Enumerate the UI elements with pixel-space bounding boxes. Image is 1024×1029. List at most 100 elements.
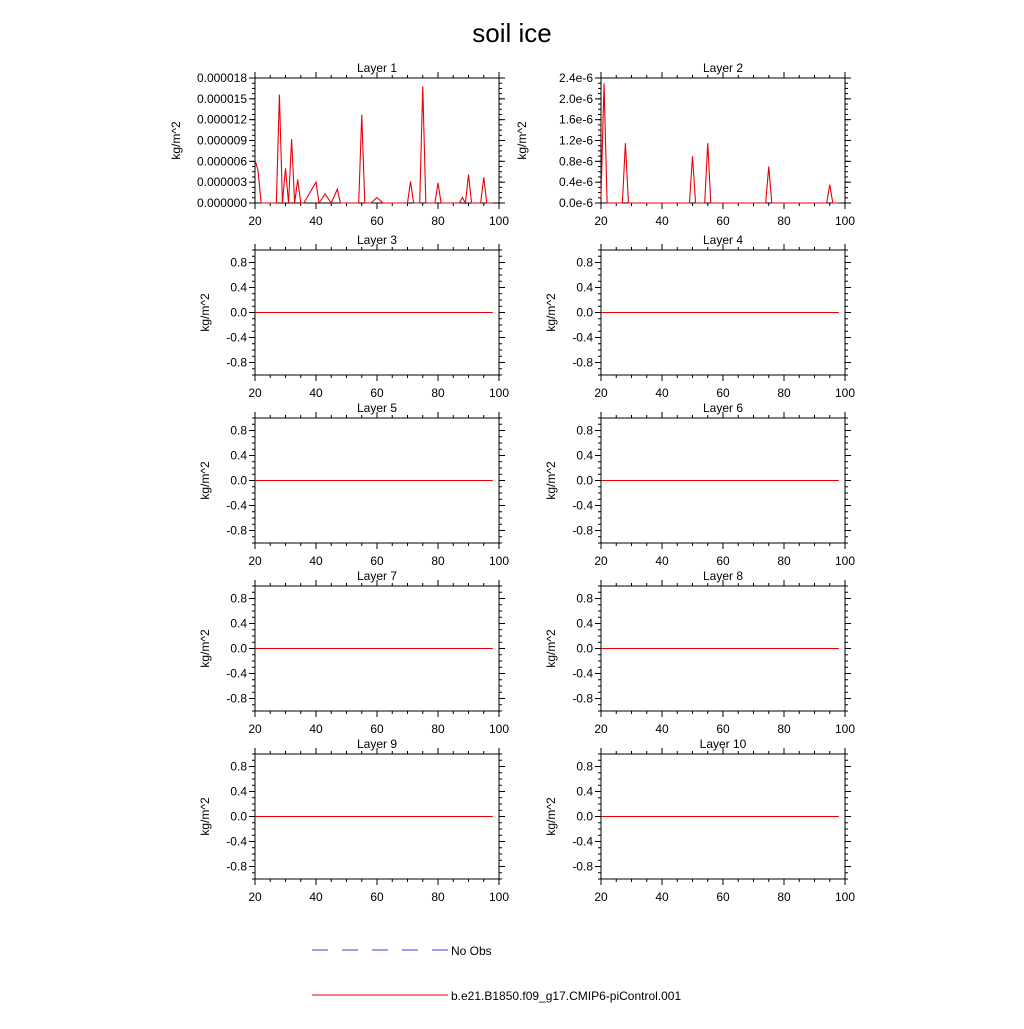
y-axis-label: kg/m^2 (198, 797, 212, 836)
panel-7: Layer 7 20 40 60 80 100 -0.8 -0.4 0.0 0.4 0.8 kg/m^… (198, 569, 509, 736)
x-tick-label: 40 (655, 890, 669, 904)
x-tick-label: 60 (370, 214, 384, 228)
x-tick-label: 20 (594, 386, 608, 400)
y-tick-label: 0.0 (576, 306, 593, 320)
y-tick-label: 0.8e-6 (559, 154, 593, 168)
y-tick-label: 0.0e-6 (559, 196, 593, 210)
x-tick-label: 100 (835, 386, 855, 400)
y-axis-label: kg/m^2 (198, 293, 212, 332)
x-tick-label: 60 (370, 554, 384, 568)
x-tick-label: 40 (309, 722, 323, 736)
x-tick-label: 40 (655, 554, 669, 568)
y-tick-label: 0.0 (230, 474, 247, 488)
y-tick-label: -0.4 (572, 835, 593, 849)
x-tick-label: 20 (594, 214, 608, 228)
y-tick-label: -0.8 (572, 356, 593, 370)
x-tick-label: 60 (716, 554, 730, 568)
x-tick-label: 80 (431, 722, 445, 736)
y-tick-label: -0.4 (226, 667, 247, 681)
x-tick-label: 100 (489, 554, 509, 568)
x-tick-label: 60 (370, 386, 384, 400)
y-tick-label: 0.8 (576, 424, 593, 438)
y-tick-label: 0.4 (230, 785, 247, 799)
y-axis-label: kg/m^2 (544, 293, 558, 332)
y-tick-label: -0.8 (572, 692, 593, 706)
x-tick-label: 60 (716, 214, 730, 228)
y-tick-label: 0.0 (230, 642, 247, 656)
x-tick-label: 80 (777, 890, 791, 904)
x-tick-label: 20 (248, 722, 262, 736)
y-axis-label: kg/m^2 (515, 121, 529, 160)
panel-4: Layer 4 20 40 60 80 100 -0.8 -0.4 0.0 0.4 0.8 kg/m^… (544, 233, 855, 400)
y-tick-label: -0.4 (572, 331, 593, 345)
x-tick-label: 80 (777, 214, 791, 228)
x-tick-label: 100 (489, 214, 509, 228)
y-tick-label: 0.0 (230, 306, 247, 320)
x-tick-label: 60 (716, 722, 730, 736)
y-tick-label: 0.8 (230, 760, 247, 774)
y-tick-label: 0.8 (230, 592, 247, 606)
y-axis-label: kg/m^2 (544, 797, 558, 836)
x-tick-label: 100 (835, 890, 855, 904)
panel-title: Layer 2 (703, 61, 743, 75)
y-tick-label: -0.4 (226, 499, 247, 513)
y-tick-label: -0.8 (572, 524, 593, 538)
y-tick-label: -0.8 (226, 356, 247, 370)
y-axis-label: kg/m^2 (198, 461, 212, 500)
y-tick-label: -0.4 (226, 331, 247, 345)
y-tick-label: 0.000012 (197, 113, 247, 127)
y-tick-label: 0.000015 (197, 92, 247, 106)
y-axis-label: kg/m^2 (544, 461, 558, 500)
x-tick-label: 100 (835, 214, 855, 228)
y-tick-label: 0.4 (230, 617, 247, 631)
legend-obs-label: No Obs (451, 944, 492, 958)
x-tick-label: 40 (309, 214, 323, 228)
x-tick-label: 100 (489, 722, 509, 736)
y-tick-label: -0.4 (226, 835, 247, 849)
x-tick-label: 60 (716, 890, 730, 904)
y-tick-label: -0.8 (572, 860, 593, 874)
x-tick-label: 20 (248, 386, 262, 400)
x-tick-label: 20 (248, 554, 262, 568)
x-tick-label: 40 (655, 722, 669, 736)
x-tick-label: 20 (248, 214, 262, 228)
x-tick-label: 60 (370, 722, 384, 736)
panel-8: Layer 8 20 40 60 80 100 -0.8 -0.4 0.0 0.4 0.8 kg/m^… (544, 569, 855, 736)
y-tick-label: 0.0 (576, 642, 593, 656)
y-axis-label: kg/m^2 (169, 121, 183, 160)
x-tick-label: 80 (777, 554, 791, 568)
x-tick-label: 20 (594, 890, 608, 904)
y-tick-label: 2.4e-6 (559, 71, 593, 85)
panel-title: Layer 10 (700, 737, 747, 751)
x-tick-label: 40 (655, 386, 669, 400)
panel-1: Layer 1 20 40 60 80 100 0.000000 0.000003 0.0000… (169, 61, 509, 228)
series-line (254, 86, 493, 205)
panel-title: Layer 5 (357, 401, 397, 415)
y-tick-label: 0.8 (576, 760, 593, 774)
y-tick-label: 0.4 (230, 281, 247, 295)
x-tick-label: 100 (489, 890, 509, 904)
panel-3: Layer 3 20 40 60 80 100 -0.8 -0.4 0.0 0.4 0.8 kg/m^… (198, 233, 509, 400)
y-tick-label: -0.8 (226, 860, 247, 874)
y-tick-label: 0.0 (576, 474, 593, 488)
x-tick-label: 20 (594, 722, 608, 736)
y-axis-label: kg/m^2 (198, 629, 212, 668)
y-tick-label: 0.8 (576, 592, 593, 606)
y-tick-label: 1.6e-6 (559, 113, 593, 127)
y-tick-label: 0.4 (576, 785, 593, 799)
x-tick-label: 80 (431, 890, 445, 904)
x-tick-label: 100 (835, 722, 855, 736)
panel-6: Layer 6 20 40 60 80 100 -0.8 -0.4 0.0 0.4 0.8 kg/m^… (544, 401, 855, 568)
y-tick-label: 0.000009 (197, 134, 247, 148)
x-tick-label: 20 (594, 554, 608, 568)
y-tick-label: -0.4 (572, 499, 593, 513)
x-tick-label: 60 (370, 890, 384, 904)
y-tick-label: 0.000018 (197, 71, 247, 85)
panel-title: Layer 8 (703, 569, 743, 583)
panel-2: Layer 2 20 40 60 80 100 0.0e-6 0.4e-6 0.8e-6 1.2e… (515, 61, 855, 228)
y-tick-label: 0.0 (576, 810, 593, 824)
y-tick-label: 0.0 (230, 810, 247, 824)
x-tick-label: 60 (716, 386, 730, 400)
